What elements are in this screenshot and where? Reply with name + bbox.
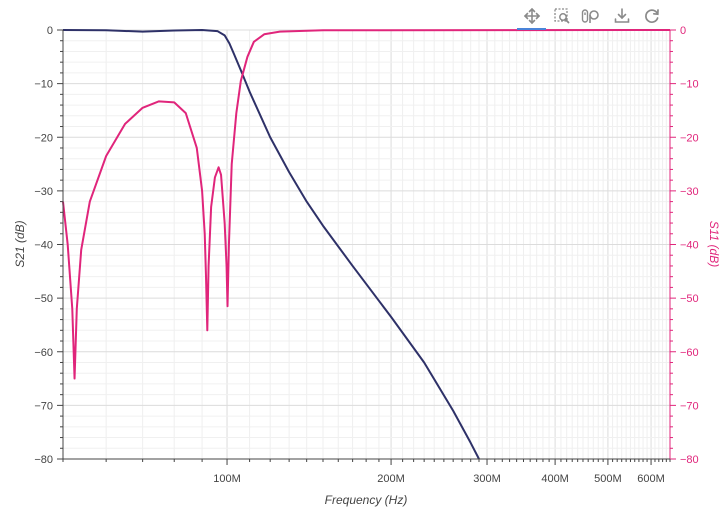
- x-tick-label: 400M: [541, 473, 569, 485]
- x-tick-label: 600M: [637, 473, 665, 485]
- s11-series-line: [62, 29, 671, 380]
- y-right-tick-label: −40: [680, 240, 699, 252]
- y-right-tick-label: −20: [680, 132, 699, 144]
- chart-toolbar: [517, 4, 667, 28]
- y-right-tick-label: −30: [680, 186, 699, 198]
- y-right-tick-label: −10: [680, 79, 699, 91]
- x-axis-title: Frequency (Hz): [325, 493, 408, 507]
- y-left-tick-label: −30: [34, 186, 53, 198]
- active-tool-indicator: [517, 28, 546, 30]
- box-zoom-tool[interactable]: [547, 5, 577, 27]
- x-tick-label: 100M: [213, 473, 241, 485]
- save-tool[interactable]: [607, 5, 637, 27]
- y-right-tick-label: −80: [680, 454, 699, 466]
- y-left-tick-label: −50: [34, 293, 53, 305]
- y-left-tick-label: 0: [47, 25, 53, 37]
- y-axis-left-title: S21 (dB): [13, 220, 27, 267]
- box-zoom-icon: [554, 8, 570, 24]
- reset-tool[interactable]: [637, 5, 667, 27]
- wheel-zoom-icon: [581, 9, 599, 23]
- x-tick-label: 200M: [377, 473, 405, 485]
- x-tick-label: 500M: [594, 473, 622, 485]
- y-right-tick-label: −70: [680, 400, 699, 412]
- wheel-zoom-tool[interactable]: [577, 5, 607, 27]
- download-icon: [614, 8, 630, 23]
- y-left-tick-label: −20: [34, 132, 53, 144]
- pan-tool[interactable]: [517, 5, 547, 27]
- x-tick-label: 300M: [473, 473, 501, 485]
- y-left-tick-label: −40: [34, 240, 53, 252]
- y-right-tick-label: −50: [680, 293, 699, 305]
- reset-icon: [645, 9, 659, 23]
- series-layer: [62, 29, 671, 460]
- y-right-tick-label: −60: [680, 347, 699, 359]
- s21-series-line: [62, 29, 480, 460]
- move-icon: [523, 7, 541, 25]
- y-right-tick-label: 0: [680, 25, 686, 37]
- y-left-tick-label: −60: [34, 347, 53, 359]
- y-axis-right-title: S11 (dB): [707, 221, 721, 267]
- axes: 0 −10 −20 −30 −40 −50 −60 −70 −80 0 −10 −20 −30 −40 −5…: [34, 25, 698, 485]
- y-left-tick-label: −70: [34, 400, 53, 412]
- y-left-tick-label: −80: [34, 454, 53, 466]
- grid: [62, 29, 671, 460]
- y-left-tick-label: −10: [34, 79, 53, 91]
